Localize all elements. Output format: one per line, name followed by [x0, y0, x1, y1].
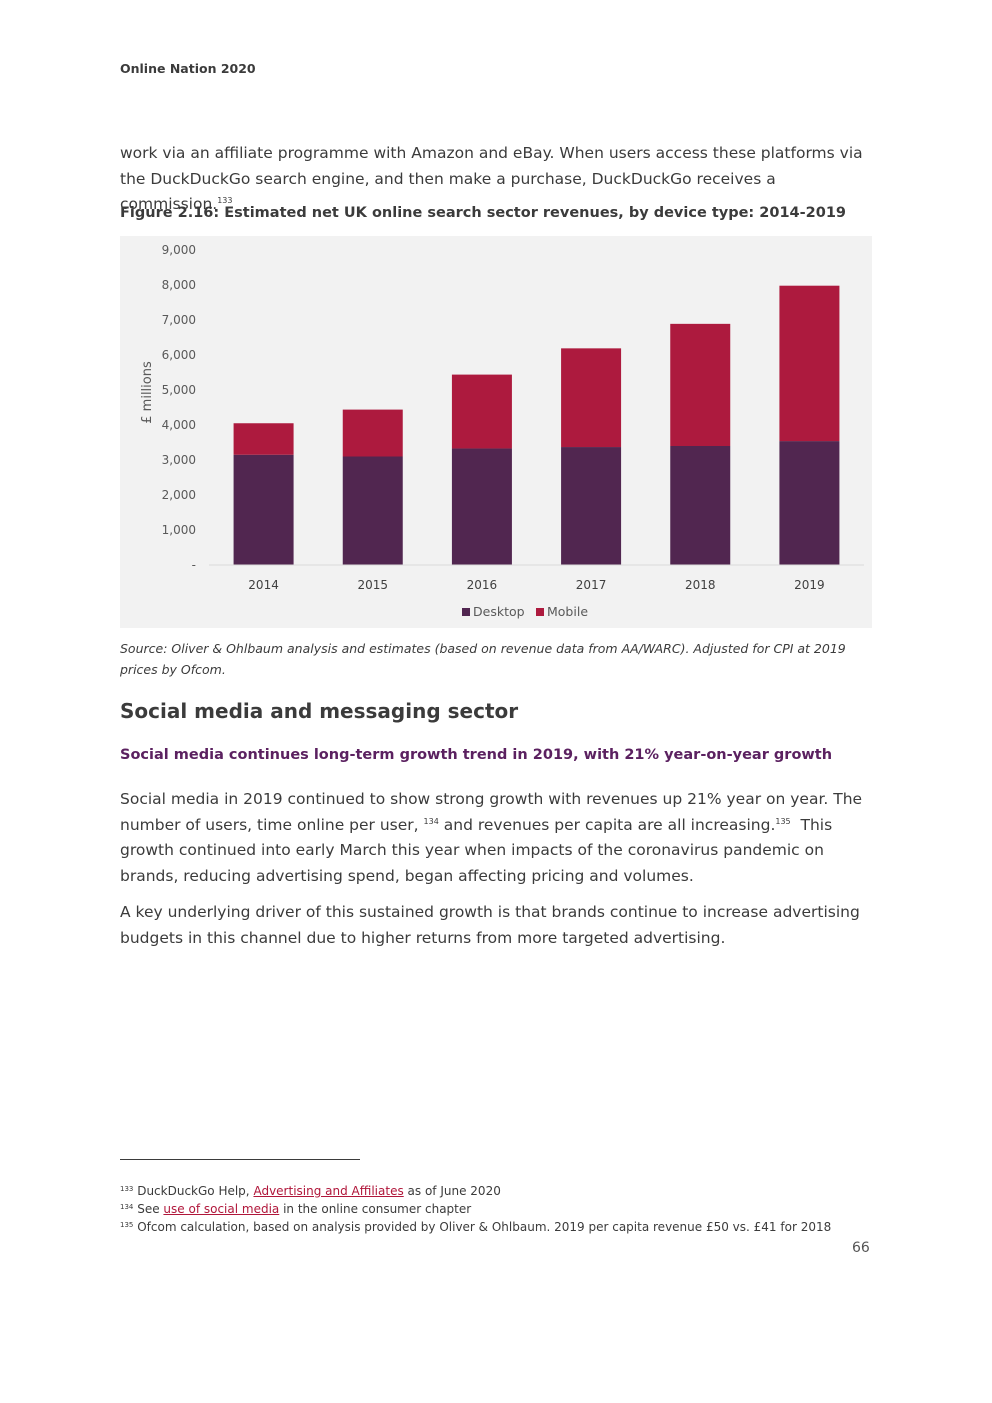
footnote-135: 135 Ofcom calculation, based on analysis… — [120, 1218, 831, 1236]
p1-text-c: This growth continued into early March t… — [120, 815, 833, 885]
running-header: Online Nation 2020 — [120, 61, 256, 76]
section-heading: Social media and messaging sector — [120, 699, 519, 723]
bar-mobile-2014 — [233, 423, 294, 455]
footnote-text: DuckDuckGo Help, — [137, 1184, 250, 1198]
x-tick-label-2017: 2017 — [576, 578, 607, 592]
bar-desktop-2019 — [779, 441, 840, 565]
y-tick-label: - — [192, 558, 196, 572]
y-tick-label: 7,000 — [162, 313, 196, 327]
stacked-bar-chart: - 1,000 2,000 3,000 4,000 5,000 6,000 7,000 8,00… — [140, 243, 864, 619]
intro-paragraph: work via an affiliate programme with Ama… — [120, 141, 875, 218]
x-tick-label-2016: 2016 — [467, 578, 498, 592]
y-tick-label: 4,000 — [162, 418, 196, 432]
y-tick-label: 8,000 — [162, 278, 196, 292]
x-tick-label-2014: 2014 — [248, 578, 279, 592]
footnote-text: See — [137, 1202, 160, 1216]
y-tick-label: 5,000 — [162, 383, 196, 397]
figure-source: Source: Oliver & Ohlbaum analysis and es… — [120, 641, 846, 677]
legend-swatch-desktop — [462, 608, 470, 616]
legend-swatch-mobile — [536, 608, 544, 616]
footnote-link-advertising-affiliates[interactable]: Advertising and Affiliates — [253, 1184, 404, 1198]
footnote-number: 134 — [120, 1203, 134, 1211]
footnote-text: Ofcom calculation, based on analysis pro… — [137, 1220, 832, 1234]
footnote-text: as of June 2020 — [407, 1184, 501, 1198]
bar-desktop-2018 — [670, 446, 731, 565]
footnote-text: in the online consumer chapter — [283, 1202, 472, 1216]
y-tick-label: 3,000 — [162, 453, 196, 467]
footnote-link-use-of-social-media[interactable]: use of social media — [163, 1202, 280, 1216]
bar-desktop-2016 — [451, 448, 512, 565]
footnote-ref-134[interactable]: 134 — [423, 816, 439, 826]
intro-text: work via an affiliate programme with Ama… — [120, 144, 863, 213]
bar-desktop-2015 — [342, 456, 403, 565]
y-tick-label: 6,000 — [162, 348, 196, 362]
footnote-ref-133[interactable]: 133 — [217, 196, 233, 205]
p1-text-b: and revenues per capita are all increasi… — [443, 815, 776, 834]
social-media-paragraph-2: A key underlying driver of this sustaine… — [120, 903, 860, 947]
p1-text-a: Social media in 2019 continued to show s… — [120, 790, 863, 834]
footnote-number: 133 — [120, 1185, 134, 1193]
page-number: 66 — [852, 1240, 870, 1256]
x-tick-label-2019: 2019 — [794, 578, 825, 592]
y-tick-label: 2,000 — [162, 488, 196, 502]
footnote-number: 135 — [120, 1221, 134, 1229]
legend-label-desktop: Desktop — [473, 604, 525, 619]
bar-mobile-2018 — [670, 323, 731, 446]
bar-mobile-2019 — [779, 285, 840, 442]
bar-mobile-2017 — [561, 348, 622, 448]
y-axis-label: £ millions — [140, 361, 155, 424]
bar-desktop-2017 — [561, 447, 622, 565]
footnote-separator — [120, 1159, 360, 1160]
y-tick-label: 9,000 — [162, 243, 196, 257]
x-tick-label-2015: 2015 — [357, 578, 388, 592]
social-media-paragraph-1: Social media in 2019 continued to show s… — [120, 787, 875, 889]
footnote-134: 134 See use of social media in the onlin… — [120, 1200, 471, 1218]
bar-mobile-2016 — [451, 374, 512, 449]
footnote-133: 133 DuckDuckGo Help, Advertising and Aff… — [120, 1182, 501, 1200]
section-subheading: Social media continues long-term growth … — [120, 747, 833, 763]
footnote-ref-135[interactable]: 135 — [775, 816, 791, 826]
bar-desktop-2014 — [233, 454, 294, 565]
y-tick-label: 1,000 — [162, 523, 196, 537]
figure-title: Figure 2.16: Estimated net UK online sea… — [120, 205, 847, 221]
chart-container: - 1,000 2,000 3,000 4,000 5,000 6,000 7,000 8,00… — [120, 236, 872, 628]
bar-mobile-2015 — [342, 409, 403, 457]
legend-label-mobile: Mobile — [547, 604, 588, 619]
x-tick-label-2018: 2018 — [685, 578, 716, 592]
